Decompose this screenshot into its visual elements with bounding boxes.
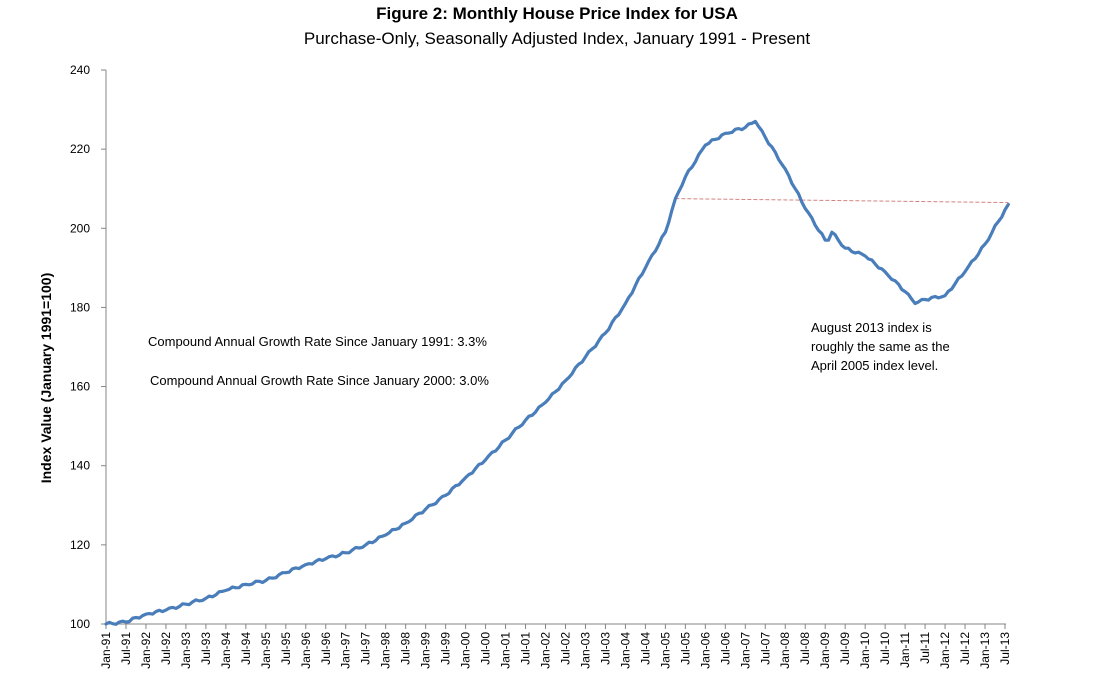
- x-tick-label: Jan-00: [459, 632, 473, 669]
- cagr-2000-annotation: Compound Annual Growth Rate Since Januar…: [150, 373, 489, 388]
- y-tick-label: 220: [70, 142, 90, 156]
- annotation-line: August 2013 index is: [811, 320, 932, 335]
- x-tick-label: Jul-94: [239, 632, 253, 665]
- x-tick-label: Jan-03: [578, 632, 592, 669]
- reference-line: [675, 198, 1009, 204]
- x-tick-label: Jan-12: [938, 632, 952, 669]
- x-tick-label: Jan-04: [618, 632, 632, 669]
- x-tick-label: Jan-94: [219, 632, 233, 669]
- x-tick-label: Jul-05: [678, 632, 692, 665]
- x-tick-label: Jan-99: [419, 632, 433, 669]
- x-tick-label: Jul-93: [199, 632, 213, 665]
- x-tick-label: Jan-93: [179, 632, 193, 669]
- x-tick-label: Jan-01: [499, 632, 513, 669]
- series-line: [104, 119, 1010, 626]
- x-tick-label: Jul-00: [479, 632, 493, 665]
- x-tick-label: Jan-07: [738, 632, 752, 669]
- x-tick-label: Jan-97: [339, 632, 353, 669]
- x-tick-label: Jan-92: [139, 632, 153, 669]
- chart-subtitle: Purchase-Only, Seasonally Adjusted Index…: [303, 29, 811, 48]
- x-tick-label: Jul-07: [758, 632, 772, 665]
- x-tick-label: Jul-08: [798, 632, 812, 665]
- x-tick-label: Jan-08: [778, 632, 792, 669]
- x-tick-label: Jan-91: [99, 632, 113, 669]
- y-tick-label: 100: [70, 617, 90, 631]
- x-tick-label: Jan-96: [299, 632, 313, 669]
- x-tick-label: Jul-96: [319, 632, 333, 665]
- y-tick-label: 140: [70, 459, 90, 473]
- x-tick-label: Jul-10: [878, 632, 892, 665]
- x-tick-label: Jan-05: [658, 632, 672, 669]
- x-tick-label: Jan-06: [698, 632, 712, 669]
- x-tick-label: Jul-98: [399, 632, 413, 665]
- x-tick-label: Jul-04: [638, 632, 652, 665]
- x-tick-label: Jul-03: [598, 632, 612, 665]
- x-tick-label: Jul-95: [279, 632, 293, 665]
- x-tick-label: Jan-09: [818, 632, 832, 669]
- aug-2013-annotation: August 2013 index is roughly the same as…: [811, 318, 950, 375]
- cagr-1991-annotation: Compound Annual Growth Rate Since Januar…: [148, 334, 487, 349]
- x-tick-label: Jul-01: [519, 632, 533, 665]
- y-tick-label: 240: [70, 63, 90, 77]
- x-tick-label: Jul-92: [159, 632, 173, 665]
- y-tick-label: 200: [70, 221, 90, 235]
- x-tick-label: Jan-02: [539, 632, 553, 669]
- x-tick-label: Jan-10: [858, 632, 872, 669]
- x-tick-label: Jan-13: [978, 632, 992, 669]
- y-tick-label: 160: [70, 380, 90, 394]
- x-tick-label: Jan-95: [259, 632, 273, 669]
- annotation-line: roughly the same as the: [811, 339, 950, 354]
- chart-title: Figure 2: Monthly House Price Index for …: [376, 4, 738, 23]
- x-tick-label: Jan-98: [379, 632, 393, 669]
- x-tick-label: Jul-97: [359, 632, 373, 665]
- x-tick-label: Jul-91: [119, 632, 133, 665]
- x-tick-label: Jul-11: [918, 632, 932, 664]
- x-tick-label: Jul-09: [838, 632, 852, 665]
- x-tick-label: Jul-12: [958, 632, 972, 665]
- x-tick-label: Jul-99: [439, 632, 453, 665]
- x-tick-label: Jul-06: [718, 632, 732, 665]
- x-tick-label: Jul-13: [998, 632, 1012, 665]
- x-tick-label: Jul-02: [558, 632, 572, 665]
- y-tick-label: 180: [70, 300, 90, 314]
- x-tick-label: Jan-11: [898, 632, 912, 668]
- annotation-line: April 2005 index level.: [811, 358, 939, 373]
- y-tick-label: 120: [70, 538, 90, 552]
